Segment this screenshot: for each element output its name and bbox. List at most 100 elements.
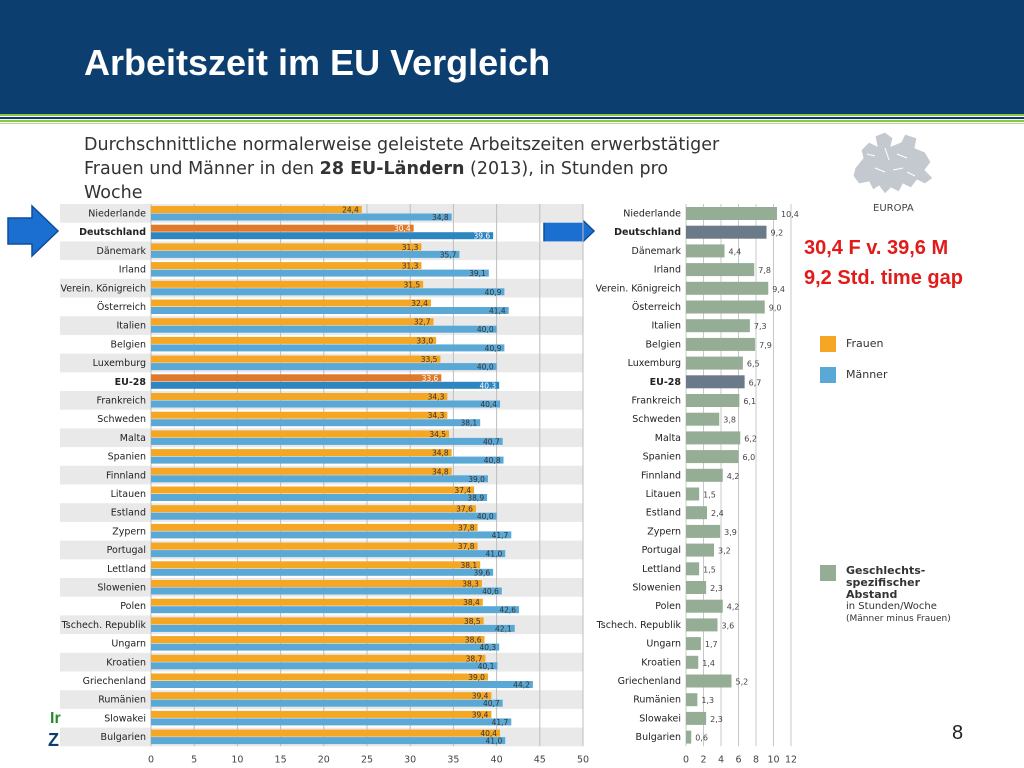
bar-gap bbox=[686, 487, 700, 501]
value-label-maenner: 40,1 bbox=[478, 662, 495, 671]
slide-title: Arbeitszeit im EU Vergleich bbox=[84, 42, 551, 83]
category-label: Verein. Königreich bbox=[596, 283, 681, 294]
value-label-maenner: 40,0 bbox=[477, 512, 494, 521]
bar-maenner bbox=[151, 325, 497, 333]
bar-gap bbox=[686, 730, 692, 744]
value-label-gap: 2,3 bbox=[710, 584, 723, 593]
bar-maenner bbox=[151, 419, 481, 427]
category-label: Polen bbox=[120, 601, 146, 612]
value-label-maenner: 40,9 bbox=[485, 288, 502, 297]
value-label-gap: 3,2 bbox=[718, 547, 731, 556]
value-label-gap: 1,4 bbox=[702, 659, 715, 668]
value-label-frauen: 32,4 bbox=[411, 299, 428, 308]
value-label-gap: 9,2 bbox=[771, 229, 784, 238]
legend-swatch-gap bbox=[820, 565, 836, 581]
legend-gap-title: Geschlechts-spezifischer Abstand bbox=[846, 564, 926, 601]
bar-maenner bbox=[151, 681, 533, 688]
value-label-gap: 4,2 bbox=[727, 472, 740, 481]
bar-frauen bbox=[151, 467, 452, 475]
footer-logo-fragment-2: Z bbox=[48, 730, 59, 750]
bar-maenner bbox=[151, 250, 460, 258]
bar-frauen bbox=[151, 729, 501, 737]
bar-gap bbox=[686, 543, 714, 557]
value-label-gap: 4,2 bbox=[727, 603, 740, 612]
x-tick-label: 50 bbox=[577, 754, 589, 765]
category-label: Niederlande bbox=[88, 209, 146, 220]
bar-gap bbox=[686, 599, 723, 613]
value-label-maenner: 40,6 bbox=[482, 587, 499, 596]
bar-maenner bbox=[151, 531, 512, 539]
bar-maenner bbox=[151, 307, 509, 314]
value-label-frauen: 32,7 bbox=[414, 318, 431, 327]
category-label: Finnland bbox=[641, 470, 681, 481]
value-label-gap: 7,9 bbox=[759, 341, 772, 350]
value-label-maenner: 40,0 bbox=[477, 363, 494, 372]
bar-gap bbox=[686, 562, 700, 576]
category-label: Belgien bbox=[645, 339, 681, 350]
bar-frauen bbox=[151, 206, 362, 213]
x-tick-label: 40 bbox=[491, 754, 503, 765]
header-stripes bbox=[0, 114, 1024, 130]
bar-frauen bbox=[151, 523, 478, 531]
value-label-frauen: 34,5 bbox=[429, 430, 446, 439]
category-label: Österreich bbox=[97, 302, 146, 313]
category-label: Italien bbox=[117, 321, 147, 332]
x-tick-label: 20 bbox=[318, 754, 330, 765]
value-label-frauen: 38,1 bbox=[460, 561, 477, 570]
x-tick-label: 0 bbox=[148, 754, 154, 765]
value-label-maenner: 40,8 bbox=[484, 456, 501, 465]
category-label: Rumänien bbox=[633, 695, 681, 706]
bar-gap bbox=[686, 711, 707, 725]
category-label: Zypern bbox=[112, 526, 146, 537]
value-label-gap: 5,2 bbox=[736, 678, 749, 687]
value-label-gap: 6,1 bbox=[743, 397, 756, 406]
category-label: Slowenien bbox=[632, 583, 681, 594]
value-label-maenner: 39,0 bbox=[468, 475, 485, 484]
bar-gap bbox=[686, 394, 740, 407]
bar-frauen bbox=[151, 224, 414, 232]
bar-gap bbox=[686, 225, 767, 239]
category-label: Deutschland bbox=[79, 227, 146, 238]
arrow-right-icon bbox=[7, 204, 60, 258]
value-label-gap: 1,5 bbox=[703, 491, 716, 500]
value-label-frauen: 37,4 bbox=[454, 486, 471, 495]
value-label-maenner: 40,9 bbox=[485, 344, 502, 353]
category-label: Dänemark bbox=[97, 246, 147, 257]
value-label-gap: 0,6 bbox=[695, 734, 708, 743]
value-label-frauen: 38,3 bbox=[462, 580, 479, 589]
category-label: Tschech. Republik bbox=[596, 620, 681, 631]
value-label-gap: 2,3 bbox=[710, 715, 723, 724]
value-label-maenner: 40,3 bbox=[479, 381, 496, 390]
category-label: Finnland bbox=[106, 470, 146, 481]
bar-frauen bbox=[151, 393, 448, 400]
bar-gap bbox=[686, 319, 750, 333]
value-label-frauen: 34,3 bbox=[428, 393, 445, 402]
bar-maenner bbox=[151, 381, 500, 389]
category-label: Estland bbox=[111, 508, 146, 519]
bar-frauen bbox=[151, 243, 422, 251]
category-label: Bulgarien bbox=[101, 732, 146, 743]
bar-maenner bbox=[151, 699, 503, 707]
category-label: Polen bbox=[655, 601, 681, 612]
europa-label: EUROPA bbox=[873, 203, 914, 214]
x-tick-label: 8 bbox=[753, 754, 759, 765]
bar-gap bbox=[686, 431, 741, 445]
category-label: Irland bbox=[119, 265, 146, 276]
x-tick-label: 45 bbox=[534, 754, 546, 765]
category-label: Österreich bbox=[632, 302, 681, 313]
bar-frauen bbox=[151, 617, 484, 625]
value-label-maenner: 42,6 bbox=[499, 606, 516, 615]
bar-frauen bbox=[151, 692, 492, 700]
value-label-frauen: 34,8 bbox=[432, 467, 449, 476]
callout-line-1: 30,4 F v. 39,6 M bbox=[804, 237, 949, 259]
category-label: EU-28 bbox=[650, 377, 682, 388]
bar-maenner bbox=[151, 213, 452, 221]
value-label-maenner: 41,0 bbox=[486, 550, 503, 559]
legend-swatch-frauen bbox=[820, 336, 836, 352]
category-label: Frankreich bbox=[97, 396, 146, 407]
value-label-gap: 2,4 bbox=[711, 509, 724, 518]
value-label-maenner: 39,6 bbox=[473, 568, 490, 577]
category-label: Deutschland bbox=[614, 227, 681, 238]
category-label: Irland bbox=[654, 265, 681, 276]
value-label-frauen: 33,5 bbox=[421, 355, 438, 364]
